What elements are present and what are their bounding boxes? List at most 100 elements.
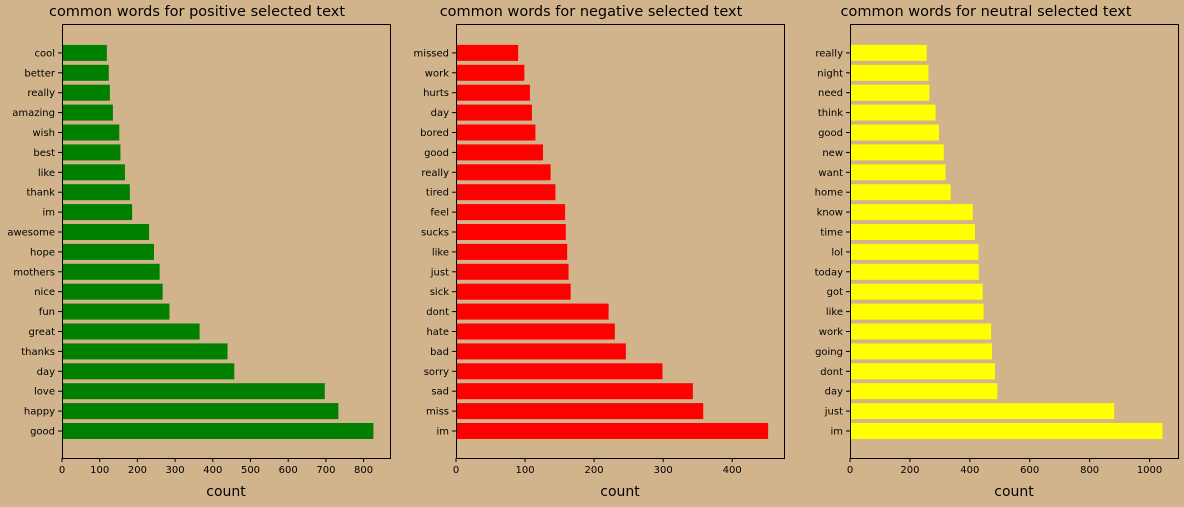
y-tick-label: time bbox=[820, 228, 843, 239]
bar-need bbox=[851, 84, 930, 101]
y-tick-label: dont bbox=[820, 367, 843, 378]
bar-wish bbox=[63, 124, 120, 141]
bar-best bbox=[63, 144, 121, 161]
bar-really bbox=[457, 164, 551, 181]
bar-amazing bbox=[63, 104, 113, 121]
y-tick-label: like bbox=[432, 247, 449, 258]
y-tick-label: thanks bbox=[21, 347, 55, 358]
bar-bored bbox=[457, 124, 536, 141]
y-tick-label: best bbox=[33, 148, 55, 159]
y-tick-label: good bbox=[424, 148, 449, 159]
bar-thank bbox=[63, 184, 130, 201]
bar-good bbox=[63, 423, 374, 439]
y-tick-label: fun bbox=[39, 307, 55, 318]
bar-im bbox=[851, 423, 1163, 439]
bar-like bbox=[457, 243, 568, 260]
y-tick-label: just bbox=[430, 267, 449, 278]
bar-good bbox=[457, 144, 544, 161]
y-tick-label: like bbox=[38, 168, 55, 179]
bar-home bbox=[851, 184, 951, 201]
x-tick-label: 200 bbox=[128, 465, 147, 476]
x-tick-label: 100 bbox=[90, 465, 109, 476]
bar-missed bbox=[457, 44, 519, 61]
y-tick-label: sorry bbox=[424, 367, 449, 378]
y-tick-label: great bbox=[29, 327, 56, 338]
x-tick-label: 200 bbox=[585, 465, 604, 476]
bar-im bbox=[63, 204, 133, 221]
bar-new bbox=[851, 144, 944, 161]
y-tick-label: know bbox=[817, 208, 843, 219]
bar-want bbox=[851, 164, 946, 181]
y-tick-label: home bbox=[815, 188, 843, 199]
x-tick-label: 400 bbox=[203, 465, 222, 476]
y-tick-label: day bbox=[37, 367, 55, 378]
bar-day bbox=[457, 104, 532, 121]
x-tick-label: 600 bbox=[1020, 465, 1039, 476]
bar-work bbox=[457, 64, 525, 81]
bar-got bbox=[851, 283, 983, 300]
y-tick-label: today bbox=[815, 267, 844, 278]
x-tick-label: 300 bbox=[166, 465, 185, 476]
x-axis-label: count bbox=[994, 484, 1034, 500]
chart-positive: common words for positive selected text … bbox=[0, 0, 394, 507]
bar-love bbox=[63, 383, 325, 400]
y-tick-label: im bbox=[436, 427, 449, 438]
x-tick-label: 400 bbox=[960, 465, 979, 476]
bar-hope bbox=[63, 243, 154, 260]
bar-better bbox=[63, 64, 109, 81]
y-tick-label: going bbox=[815, 347, 843, 358]
bar-hate bbox=[457, 323, 615, 340]
y-tick-label: hate bbox=[426, 327, 449, 338]
x-tick-label: 0 bbox=[453, 465, 459, 476]
bar-like bbox=[851, 303, 984, 320]
y-tick-label: need bbox=[818, 88, 843, 99]
chart-plot-positive: good happy love day thanks great fun nice mother… bbox=[7, 24, 391, 476]
bar-bad bbox=[457, 343, 626, 360]
y-tick-label: got bbox=[827, 287, 843, 298]
chart-plot-neutral: im just day dont going work like got today lol tim… bbox=[815, 24, 1179, 476]
bar-sad bbox=[457, 383, 693, 400]
y-tick-label: nice bbox=[34, 287, 55, 298]
x-tick-label: 500 bbox=[241, 465, 260, 476]
x-axis-label: count bbox=[600, 484, 640, 500]
y-tick-label: hope bbox=[30, 247, 55, 258]
y-tick-label: good bbox=[818, 128, 843, 139]
bar-night bbox=[851, 64, 929, 81]
bar-just bbox=[457, 263, 569, 280]
y-tick-label: awesome bbox=[7, 228, 55, 239]
bar-im bbox=[457, 423, 769, 439]
bar-like bbox=[63, 164, 125, 181]
y-tick-label: sick bbox=[430, 287, 449, 298]
y-tick-label: work bbox=[425, 68, 449, 79]
bar-think bbox=[851, 104, 936, 121]
bar-time bbox=[851, 224, 975, 240]
bar-fun bbox=[63, 303, 170, 320]
y-tick-label: think bbox=[818, 108, 843, 119]
bar-nice bbox=[63, 283, 163, 300]
y-tick-label: im bbox=[42, 208, 55, 219]
y-tick-label: night bbox=[817, 68, 843, 79]
x-axis-label: count bbox=[206, 484, 246, 500]
x-tick-label: 0 bbox=[847, 465, 853, 476]
y-tick-label: tired bbox=[426, 188, 449, 199]
y-tick-label: mothers bbox=[13, 267, 55, 278]
y-tick-label: wish bbox=[32, 128, 55, 139]
bar-tired bbox=[457, 184, 556, 201]
chart-negative: common words for negative selected text … bbox=[394, 0, 788, 507]
y-tick-label: im bbox=[830, 427, 843, 438]
y-tick-label: good bbox=[30, 427, 55, 438]
chart-title: common words for neutral selected text bbox=[840, 4, 1132, 20]
y-tick-label: better bbox=[24, 68, 55, 79]
y-tick-label: day bbox=[431, 108, 449, 119]
bar-sorry bbox=[457, 363, 663, 380]
x-tick-label: 100 bbox=[516, 465, 535, 476]
y-tick-label: cool bbox=[34, 48, 55, 59]
y-tick-label: just bbox=[824, 407, 843, 418]
y-tick-label: new bbox=[822, 148, 843, 159]
bar-just bbox=[851, 403, 1115, 420]
y-tick-label: sad bbox=[431, 387, 449, 398]
bar-mothers bbox=[63, 263, 160, 280]
bar-great bbox=[63, 323, 200, 340]
bar-thanks bbox=[63, 343, 228, 360]
